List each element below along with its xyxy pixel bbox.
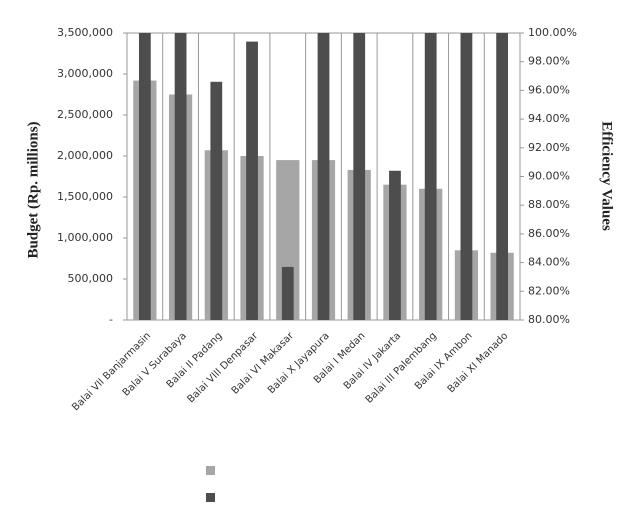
y-tick-label: - xyxy=(109,313,113,326)
y2-tick-label: 94.00% xyxy=(528,112,570,125)
x-tick-label: Balai X Jayapura xyxy=(266,330,332,396)
x-tick-label: Balai VI Makasar xyxy=(230,330,297,397)
x-tick-label: Balai III Palembang xyxy=(364,330,439,405)
legend-swatch xyxy=(206,466,215,475)
legend-swatch xyxy=(206,493,215,502)
y2-axis-title: Efficiency Values xyxy=(599,121,615,231)
bar xyxy=(389,170,401,320)
bar xyxy=(353,33,366,320)
bar xyxy=(460,33,473,320)
y2-tick-label: 86.00% xyxy=(528,227,570,240)
x-tick-label: Balai VIII Denpasar xyxy=(185,330,260,405)
y2-tick-label: 96.00% xyxy=(528,83,570,96)
bar xyxy=(246,41,258,321)
bar xyxy=(281,266,294,320)
y-tick-label: 1,000,000 xyxy=(57,231,113,244)
y2-tick-label: 80.00% xyxy=(528,313,570,326)
y-tick-label: 2,500,000 xyxy=(57,108,113,121)
bar xyxy=(496,33,509,320)
y2-tick-label: 90.00% xyxy=(528,170,570,183)
bar xyxy=(138,33,151,320)
y2-tick-label: 82.00% xyxy=(528,284,570,297)
y2-tick-label: 88.00% xyxy=(528,198,570,211)
x-tick-label: Balai XI Manado xyxy=(446,330,511,395)
bar xyxy=(317,33,330,320)
y-tick-label: 1,500,000 xyxy=(57,190,113,203)
y-tick-label: 3,000,000 xyxy=(57,67,113,80)
y-tick-label: 3,500,000 xyxy=(57,26,113,39)
y2-tick-label: 84.00% xyxy=(528,256,570,269)
x-tick-label: Balai V Surabaya xyxy=(121,330,189,398)
y2-tick-label: 92.00% xyxy=(528,141,570,154)
y-tick-label: 2,000,000 xyxy=(57,149,113,162)
bar xyxy=(174,33,187,320)
y2-tick-label: 98.00% xyxy=(528,55,570,68)
y-tick-label: 500,000 xyxy=(68,272,114,285)
y-axis-title: Budget (Rp. millions) xyxy=(25,121,41,258)
bar xyxy=(210,81,223,320)
y2-tick-label: 100.00% xyxy=(528,26,577,39)
bar xyxy=(424,33,437,320)
